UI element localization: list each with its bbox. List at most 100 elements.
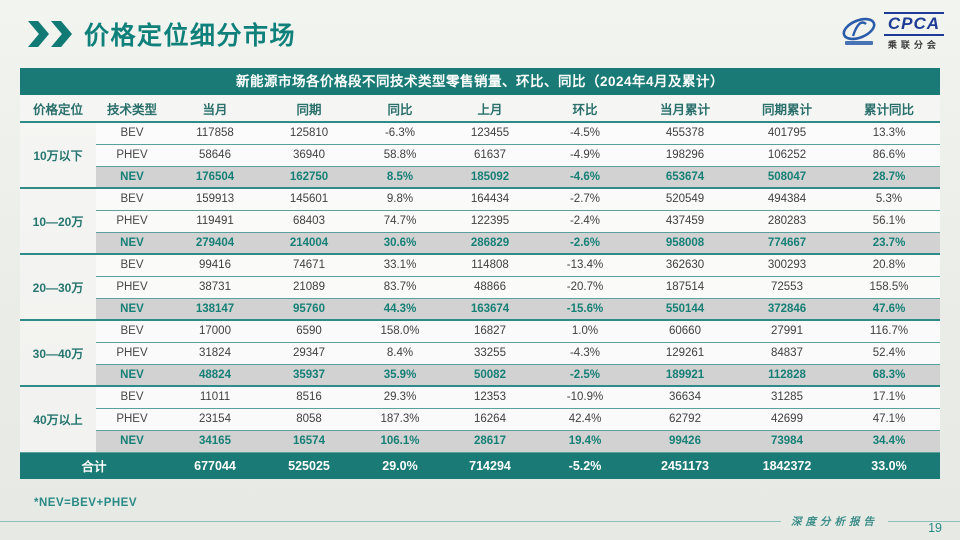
value-cell: 11011 <box>168 385 262 408</box>
table-row: PHEV 58646 36940 58.8% 61637 -4.9% 198296 10625… <box>20 143 940 166</box>
table-row: NEV 34165 16574 106.1% 28617 19.4% 99426 73984 3… <box>20 429 940 452</box>
value-cell: 8516 <box>262 385 356 408</box>
value-cell: 189921 <box>634 363 736 386</box>
tech-type-label: NEV <box>96 297 168 320</box>
chevron-icon <box>51 21 72 47</box>
value-cell: 114808 <box>444 253 536 276</box>
column-header: 当月累计 <box>634 95 736 123</box>
footer-line <box>888 520 960 523</box>
value-cell: 9.8% <box>356 187 444 210</box>
value-cell: 58.8% <box>356 143 444 166</box>
value-cell: 106252 <box>736 143 838 166</box>
value-cell: 17.1% <box>838 385 940 408</box>
value-cell: 42.4% <box>536 407 634 430</box>
value-cell: -13.4% <box>536 253 634 276</box>
segment-label: 30—40万 <box>20 319 96 386</box>
value-cell: 300293 <box>736 253 838 276</box>
value-cell: 494384 <box>736 187 838 210</box>
value-cell: 116.7% <box>838 319 940 342</box>
value-cell: -10.9% <box>536 385 634 408</box>
value-cell: 29.3% <box>356 385 444 408</box>
segment-label: 40万以上 <box>20 385 96 452</box>
value-cell: 8.5% <box>356 165 444 188</box>
value-cell: 47.6% <box>838 297 940 320</box>
value-cell: 5.3% <box>838 187 940 210</box>
page-number: 19 <box>928 521 942 535</box>
slide-header: 价格定位细分市场 <box>28 16 296 52</box>
value-cell: 95760 <box>262 297 356 320</box>
table-row: NEV 279404 214004 30.6% 286829 -2.6% 958008 774… <box>20 231 940 254</box>
value-cell: 187514 <box>634 275 736 298</box>
value-cell: 38731 <box>168 275 262 298</box>
value-cell: 35937 <box>262 363 356 386</box>
value-cell: 30.6% <box>356 231 444 254</box>
value-cell: 86.6% <box>838 143 940 166</box>
table-row: 10万以下 BEV 117858 125810 -6.3% 123455 -4.5% 4553… <box>20 121 940 188</box>
segment-label: 10—20万 <box>20 187 96 254</box>
table-row: PHEV 31824 29347 8.4% 33255 -4.3% 129261 84837 5… <box>20 341 940 364</box>
value-cell: 198296 <box>634 143 736 166</box>
header-row: 价格定位 技术类型 当月 同期 同比 上月 环比 当月累计 同期累计 累计同比 <box>20 95 940 123</box>
tech-type-label: BEV <box>96 187 168 210</box>
value-cell: 19.4% <box>536 429 634 452</box>
value-cell: 83.7% <box>356 275 444 298</box>
tech-type-label: NEV <box>96 363 168 386</box>
column-header: 同比 <box>356 95 444 123</box>
column-header: 同期累计 <box>736 95 838 123</box>
value-cell: 958008 <box>634 231 736 254</box>
tech-type-label: BEV <box>96 121 168 144</box>
value-cell: 138147 <box>168 297 262 320</box>
value-cell: -2.6% <box>536 231 634 254</box>
value-cell: 72553 <box>736 275 838 298</box>
column-header: 环比 <box>536 95 634 123</box>
table-row: NEV 48824 35937 35.9% 50082 -2.5% 189921 112828… <box>20 363 940 386</box>
value-cell: 117858 <box>168 121 262 144</box>
value-cell: 68403 <box>262 209 356 232</box>
column-header: 当月 <box>168 95 262 123</box>
value-cell: 362630 <box>634 253 736 276</box>
value-cell: 16574 <box>262 429 356 452</box>
total-value-cell: 525025 <box>262 451 356 479</box>
tech-type-label: PHEV <box>96 341 168 364</box>
column-header: 技术类型 <box>96 95 168 123</box>
value-cell: 159913 <box>168 187 262 210</box>
value-cell: 8.4% <box>356 341 444 364</box>
value-cell: 508047 <box>736 165 838 188</box>
value-cell: 401795 <box>736 121 838 144</box>
value-cell: 13.3% <box>838 121 940 144</box>
table-row: 40万以上 BEV 11011 8516 29.3% 12353 -10.9% 36634 31… <box>20 385 940 452</box>
tech-type-label: NEV <box>96 429 168 452</box>
column-header: 价格定位 <box>20 95 96 123</box>
column-header: 累计同比 <box>838 95 940 123</box>
table-body: 10万以下 BEV 117858 125810 -6.3% 123455 -4.5% 4553… <box>20 121 940 479</box>
value-cell: 122395 <box>444 209 536 232</box>
value-cell: 129261 <box>634 341 736 364</box>
value-cell: 162750 <box>262 165 356 188</box>
total-value-cell: 1842372 <box>736 451 838 479</box>
value-cell: 23.7% <box>838 231 940 254</box>
value-cell: 187.3% <box>356 407 444 430</box>
table-row: NEV 176504 162750 8.5% 185092 -4.6% 653674 5080… <box>20 165 940 188</box>
value-cell: 99426 <box>634 429 736 452</box>
swirl-icon <box>842 18 876 46</box>
tech-type-label: NEV <box>96 231 168 254</box>
segment-label: 20—30万 <box>20 253 96 320</box>
value-cell: 50082 <box>444 363 536 386</box>
table-row: PHEV 119491 68403 74.7% 122395 -2.4% 437459 280… <box>20 209 940 232</box>
tech-type-label: NEV <box>96 165 168 188</box>
value-cell: 35.9% <box>356 363 444 386</box>
value-cell: -4.3% <box>536 341 634 364</box>
value-cell: 279404 <box>168 231 262 254</box>
value-cell: 28617 <box>444 429 536 452</box>
segment-label: 10万以下 <box>20 121 96 188</box>
value-cell: 158.5% <box>838 275 940 298</box>
value-cell: 145601 <box>262 187 356 210</box>
value-cell: 372846 <box>736 297 838 320</box>
tech-type-label: PHEV <box>96 209 168 232</box>
total-value-cell: 29.0% <box>356 451 444 479</box>
value-cell: -4.6% <box>536 165 634 188</box>
value-cell: 52.4% <box>838 341 940 364</box>
value-cell: 36940 <box>262 143 356 166</box>
table-row: NEV 138147 95760 44.3% 163674 -15.6% 550144 372… <box>20 297 940 320</box>
total-value-cell: 677044 <box>168 451 262 479</box>
